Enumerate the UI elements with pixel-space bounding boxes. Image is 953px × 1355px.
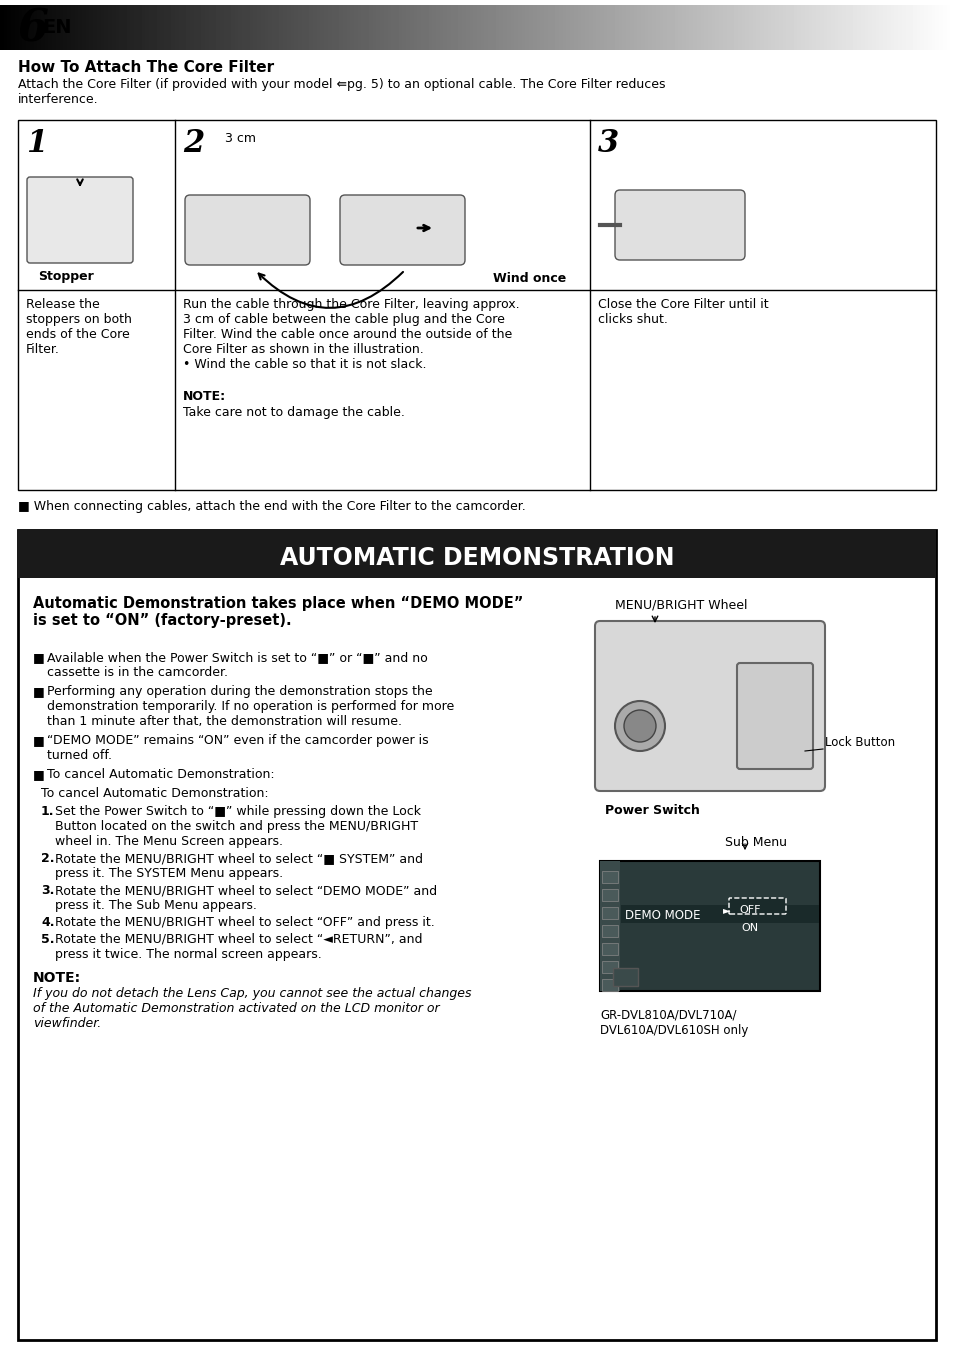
Bar <box>18 530 935 579</box>
FancyBboxPatch shape <box>737 663 812 770</box>
Text: If you do not detach the Lens Cap, you cannot see the actual changes
of the Auto: If you do not detach the Lens Cap, you c… <box>33 986 471 1030</box>
Text: DEMO MODE: DEMO MODE <box>624 909 700 921</box>
Bar <box>601 871 618 883</box>
Bar <box>601 889 618 901</box>
Text: ■: ■ <box>33 768 45 780</box>
Text: OFF: OFF <box>739 905 760 915</box>
Text: 3: 3 <box>598 127 618 159</box>
Text: 1.: 1. <box>41 805 54 818</box>
Text: 3.: 3. <box>41 883 54 897</box>
Bar <box>601 943 618 955</box>
Circle shape <box>623 710 656 743</box>
Text: 2: 2 <box>183 127 204 159</box>
Text: Lock Button: Lock Button <box>824 736 894 749</box>
Text: 3 cm: 3 cm <box>225 131 255 145</box>
Text: 4.: 4. <box>41 916 54 930</box>
FancyBboxPatch shape <box>27 178 132 263</box>
Bar <box>601 961 618 973</box>
Text: ■ When connecting cables, attach the end with the Core Filter to the camcorder.: ■ When connecting cables, attach the end… <box>18 500 525 514</box>
Text: Available when the Power Switch is set to “■” or “■” and no
cassette is in the c: Available when the Power Switch is set t… <box>47 650 427 679</box>
Text: Power Switch: Power Switch <box>604 804 700 817</box>
FancyBboxPatch shape <box>185 195 310 266</box>
Text: Release the
stoppers on both
ends of the Core
Filter.: Release the stoppers on both ends of the… <box>26 298 132 356</box>
Text: ■: ■ <box>33 650 45 664</box>
FancyBboxPatch shape <box>339 195 464 266</box>
Text: NOTE:: NOTE: <box>33 972 81 985</box>
FancyBboxPatch shape <box>595 621 824 791</box>
Text: Run the cable through the Core Filter, leaving approx.
3 cm of cable between the: Run the cable through the Core Filter, l… <box>183 298 519 371</box>
Bar <box>620 905 818 923</box>
Text: Close the Core Filter until it
clicks shut.: Close the Core Filter until it clicks sh… <box>598 298 768 327</box>
Text: NOTE:: NOTE: <box>183 390 226 402</box>
Text: Automatic Demonstration takes place when “DEMO MODE”
is set to “ON” (factory-pre: Automatic Demonstration takes place when… <box>33 596 523 629</box>
Bar <box>599 860 619 991</box>
Text: AUTOMATIC DEMONSTRATION: AUTOMATIC DEMONSTRATION <box>279 546 674 570</box>
Circle shape <box>615 701 664 751</box>
Text: Performing any operation during the demonstration stops the
demonstration tempor: Performing any operation during the demo… <box>47 686 454 728</box>
Bar <box>18 530 935 1340</box>
Text: ■: ■ <box>33 734 45 747</box>
Text: 1: 1 <box>26 127 48 159</box>
Text: Set the Power Switch to “■” while pressing down the Lock
Button located on the s: Set the Power Switch to “■” while pressi… <box>55 805 420 848</box>
Text: To cancel Automatic Demonstration:: To cancel Automatic Demonstration: <box>47 768 274 780</box>
Text: To cancel Automatic Demonstration:: To cancel Automatic Demonstration: <box>33 787 269 799</box>
Bar <box>601 925 618 938</box>
Text: Rotate the MENU/BRIGHT wheel to select “◄RETURN”, and
press it twice. The normal: Rotate the MENU/BRIGHT wheel to select “… <box>55 934 422 961</box>
Text: Sub Menu: Sub Menu <box>724 836 786 850</box>
FancyBboxPatch shape <box>728 898 785 915</box>
Bar <box>601 906 618 919</box>
Text: Take care not to damage the cable.: Take care not to damage the cable. <box>183 406 404 419</box>
Text: ■: ■ <box>33 686 45 698</box>
Bar <box>613 967 638 986</box>
Text: Rotate the MENU/BRIGHT wheel to select “■ SYSTEM” and
press it. The SYSTEM Menu : Rotate the MENU/BRIGHT wheel to select “… <box>55 852 422 879</box>
Text: Rotate the MENU/BRIGHT wheel to select “DEMO MODE” and
press it. The Sub Menu ap: Rotate the MENU/BRIGHT wheel to select “… <box>55 883 436 912</box>
FancyBboxPatch shape <box>615 190 744 260</box>
Text: Stopper: Stopper <box>38 270 93 283</box>
Text: Wind once: Wind once <box>493 272 566 285</box>
Text: ON: ON <box>740 923 758 934</box>
Text: EN: EN <box>42 18 71 37</box>
Text: “DEMO MODE” remains “ON” even if the camcorder power is
turned off.: “DEMO MODE” remains “ON” even if the cam… <box>47 734 428 762</box>
Bar <box>601 980 618 991</box>
Text: Attach the Core Filter (if provided with your model ⇚pg. 5) to an optional cable: Attach the Core Filter (if provided with… <box>18 79 665 106</box>
Text: 5.: 5. <box>41 934 54 946</box>
Text: MENU/BRIGHT Wheel: MENU/BRIGHT Wheel <box>615 598 747 611</box>
Text: ►: ► <box>722 905 730 915</box>
Text: 2.: 2. <box>41 852 54 864</box>
Text: How To Attach The Core Filter: How To Attach The Core Filter <box>18 60 274 75</box>
Text: Rotate the MENU/BRIGHT wheel to select “OFF” and press it.: Rotate the MENU/BRIGHT wheel to select “… <box>55 916 435 930</box>
Bar <box>599 860 820 991</box>
Text: 6: 6 <box>18 8 49 51</box>
Text: GR-DVL810A/DVL710A/
DVL610A/DVL610SH only: GR-DVL810A/DVL710A/ DVL610A/DVL610SH onl… <box>599 1009 747 1037</box>
Bar <box>18 121 935 491</box>
